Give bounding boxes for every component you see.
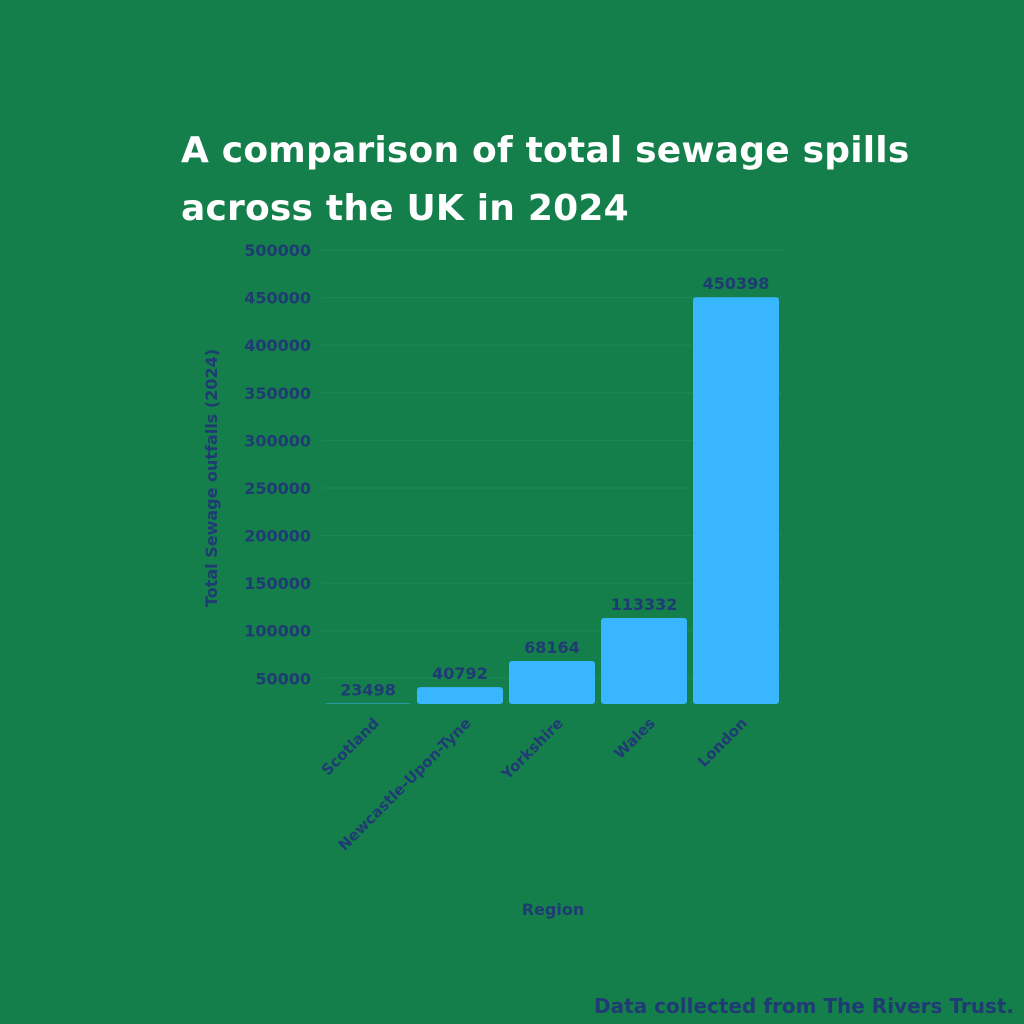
y-tick-label: 100000 <box>244 622 311 641</box>
bars <box>325 297 779 704</box>
y-tick-label: 250000 <box>244 479 311 498</box>
x-tick-label: London <box>694 714 751 771</box>
data-source-note: Data collected from The Rivers Trust. <box>594 994 1014 1018</box>
bar-yorkshire <box>509 661 595 704</box>
bar-wales <box>601 618 687 704</box>
data-label: 40792 <box>432 664 488 683</box>
data-label: 113332 <box>611 595 678 614</box>
y-tick-label: 200000 <box>244 527 311 546</box>
data-label: 23498 <box>340 681 396 700</box>
chart-title: A comparison of total sewage spills acro… <box>181 130 910 229</box>
y-tick-label: 150000 <box>244 574 311 593</box>
y-axis-ticks: 50000 100000 150000 200000 250000 300000 35000… <box>244 241 311 688</box>
y-tick-label: 300000 <box>244 431 311 450</box>
data-labels: 23498 40792 68164 113332 450398 <box>340 274 769 699</box>
x-axis-label: Region <box>522 900 585 919</box>
y-axis-label: Total Sewage outfalls (2024) <box>202 349 221 607</box>
x-tick-label: Scotland <box>318 714 383 779</box>
data-label: 450398 <box>703 274 770 293</box>
x-tick-label: Wales <box>610 714 658 762</box>
y-tick-label: 400000 <box>244 336 311 355</box>
x-tick-label: Yorkshire <box>497 714 567 784</box>
y-tick-label: 500000 <box>244 241 311 260</box>
y-tick-label: 450000 <box>244 289 311 308</box>
y-tick-label: 350000 <box>244 384 311 403</box>
y-tick-label: 50000 <box>255 669 311 688</box>
data-label: 68164 <box>524 638 580 657</box>
bar-london <box>693 297 779 704</box>
bar-newcastle-upon-tyne <box>417 687 503 704</box>
